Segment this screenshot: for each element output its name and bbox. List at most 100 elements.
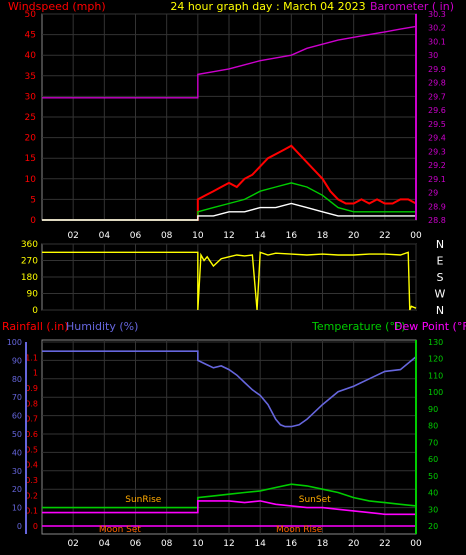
rain-y-tick-label: 0.9: [25, 384, 38, 393]
compass-label: S: [437, 271, 444, 284]
barometer-y-tick-label: 29.8: [428, 79, 446, 88]
compass-label: N: [436, 304, 444, 317]
barometer-y-tick-label: 29.3: [428, 147, 446, 156]
wind-y-tick-label: 30: [25, 92, 37, 102]
rain-y-tick-label: 0.1: [25, 507, 38, 516]
wind-y-tick-label: 35: [25, 72, 36, 82]
series-temperature: [42, 483, 417, 509]
series-wind-low: [42, 202, 416, 221]
compass-label: N: [436, 238, 444, 251]
series-wind-average: [42, 182, 416, 221]
wind-x-tick-label: 06: [130, 231, 142, 241]
wind-y-tick-label: 0: [30, 216, 36, 226]
temperature-y-tick-label: 20: [428, 522, 438, 531]
humidity-axis-title: Humidity (%): [66, 320, 138, 333]
wind-y-tick-label: 5: [30, 195, 36, 205]
lower-x-tick-label: 04: [99, 539, 111, 549]
temperature-y-tick-label: 110: [428, 371, 443, 380]
barometer-y-tick-label: 30: [428, 51, 438, 60]
rain-y-tick-label: 1.1: [25, 353, 38, 362]
humidity-y-tick-label: 90: [12, 356, 22, 365]
rain-y-tick-label: 0.5: [25, 445, 38, 454]
barometer-y-tick-label: 28.9: [428, 202, 446, 211]
chart-title: 24 hour graph day : March 04 2023: [170, 0, 365, 13]
lower-x-tick-label: 00: [410, 539, 422, 549]
barometer-y-tick-label: 29: [428, 189, 438, 198]
rain-y-tick-label: 0.2: [25, 491, 38, 500]
wind-y-tick-label: 40: [25, 51, 37, 61]
lower-x-tick-label: 16: [286, 539, 298, 549]
rainfall-axis-title: Rainfall (.in): [2, 320, 69, 333]
rain-y-tick-label: 0.4: [25, 461, 38, 470]
wind-x-tick-label: 14: [254, 231, 266, 241]
series-wind-gust: [42, 144, 417, 221]
rain-y-tick-label: 0.8: [25, 399, 38, 408]
barometer-y-tick-label: 30.2: [428, 24, 446, 33]
wind-x-tick-label: 08: [161, 231, 173, 241]
barometer-y-tick-label: 28.8: [428, 216, 446, 225]
lower-x-tick-label: 12: [223, 539, 234, 549]
rain-y-tick-label: 0.7: [25, 415, 38, 424]
direction-y-tick-label: 0: [32, 306, 38, 316]
humidity-y-tick-label: 20: [12, 485, 22, 494]
barometer-title: Barometer ( in): [370, 0, 454, 13]
humidity-y-tick-label: 10: [12, 504, 22, 513]
windspeed-title: Windspeed (mph): [8, 0, 106, 13]
annotation-label: SunRise: [125, 495, 162, 505]
wind-x-tick-label: 20: [348, 231, 360, 241]
humidity-y-tick-label: 40: [12, 448, 22, 457]
wind-x-tick-label: 10: [192, 231, 204, 241]
humidity-y-tick-label: 30: [12, 467, 22, 476]
temperature-y-tick-label: 50: [428, 472, 438, 481]
direction-y-tick-label: 270: [21, 257, 38, 267]
wind-y-tick-label: 10: [25, 175, 37, 185]
temperature-y-tick-label: 100: [428, 388, 443, 397]
temperature-y-tick-label: 80: [428, 422, 438, 431]
wind-x-tick-label: 04: [99, 231, 111, 241]
temperature-y-tick-label: 70: [428, 438, 438, 447]
barometer-y-tick-label: 29.2: [428, 161, 446, 170]
lower-x-tick-label: 22: [379, 539, 390, 549]
rain-y-tick-label: 0.3: [25, 476, 38, 485]
barometer-y-tick-label: 30.1: [428, 37, 446, 46]
barometer-y-tick-label: 29.9: [428, 65, 446, 74]
humidity-y-tick-label: 100: [7, 338, 22, 347]
temperature-y-tick-label: 30: [428, 505, 438, 514]
wind-y-tick-label: 25: [25, 113, 36, 123]
barometer-y-tick-label: 29.5: [428, 120, 446, 129]
direction-y-tick-label: 360: [21, 240, 38, 250]
wind-x-tick-label: 12: [223, 231, 234, 241]
humidity-y-tick-label: 70: [12, 393, 22, 402]
wind-y-tick-label: 15: [25, 154, 36, 164]
lower-x-tick-label: 18: [317, 539, 329, 549]
lower-x-tick-label: 14: [254, 539, 266, 549]
temperature-y-tick-label: 40: [428, 489, 438, 498]
barometer-y-tick-label: 30.3: [428, 10, 446, 19]
lower-x-tick-label: 10: [192, 539, 204, 549]
wind-x-tick-label: 16: [286, 231, 298, 241]
rain-y-tick-label: 0: [33, 522, 38, 531]
humidity-y-tick-label: 80: [12, 375, 22, 384]
lower-x-tick-label: 06: [130, 539, 142, 549]
series-barometer: [42, 25, 417, 99]
series-humidity: [42, 350, 417, 428]
barometer-y-tick-label: 29.4: [428, 134, 446, 143]
direction-y-tick-label: 180: [21, 273, 38, 283]
direction-y-tick-label: 90: [27, 290, 39, 300]
barometer-y-tick-label: 29.7: [428, 92, 446, 101]
wind-y-tick-label: 20: [25, 134, 37, 144]
wind-x-tick-label: 22: [379, 231, 390, 241]
temperature-y-tick-label: 130: [428, 338, 443, 347]
temperature-y-tick-label: 60: [428, 455, 438, 464]
compass-label: W: [435, 288, 446, 301]
temperature-y-tick-label: 90: [428, 405, 438, 414]
compass-label: E: [437, 255, 444, 268]
lower-x-tick-label: 02: [67, 539, 78, 549]
annotation-label: SunSet: [299, 495, 331, 505]
annotation-label: Moon Rise: [276, 525, 323, 535]
humidity-y-tick-label: 60: [12, 412, 22, 421]
humidity-y-tick-label: 50: [12, 430, 22, 439]
wind-x-tick-label: 00: [410, 231, 422, 241]
wind-y-tick-label: 45: [25, 31, 36, 41]
